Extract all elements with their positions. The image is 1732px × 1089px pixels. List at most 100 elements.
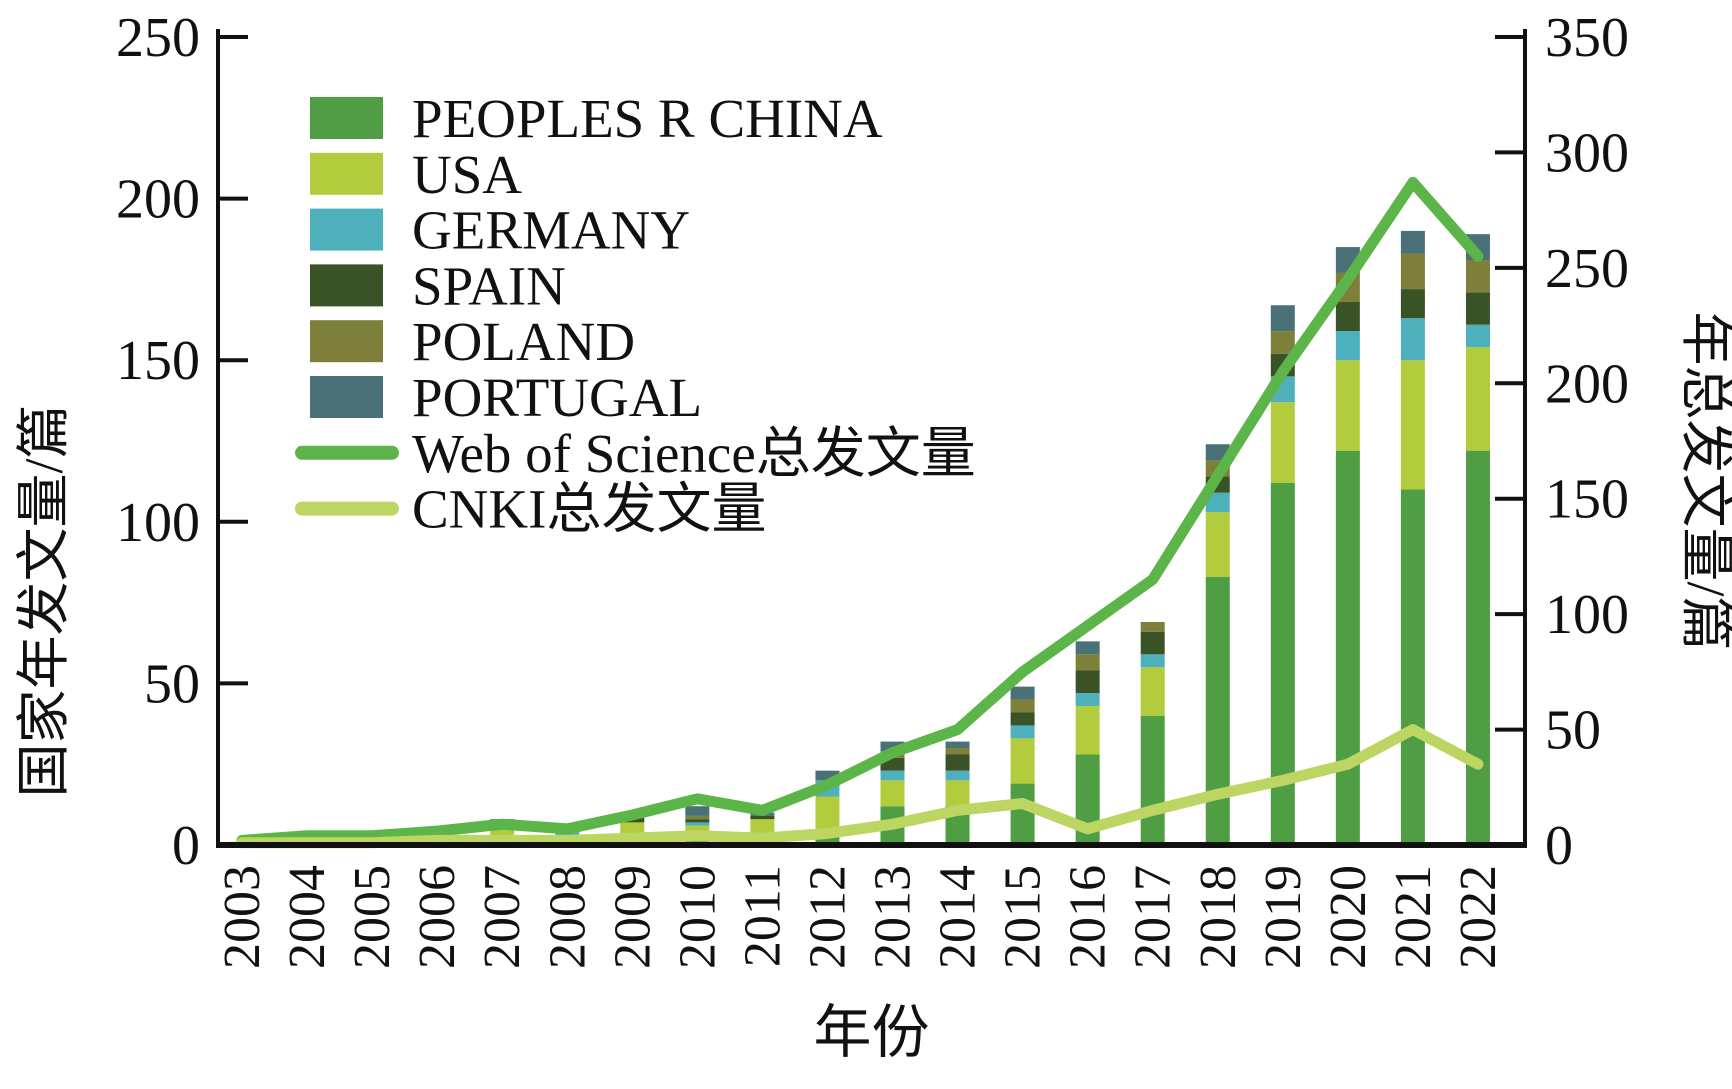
bar-2016-spain (1075, 670, 1100, 694)
bar-2013-portugal (880, 741, 905, 752)
year-label-2008: 2008 (539, 865, 596, 969)
legend-label-germany: GERMANY (412, 200, 690, 261)
left-axis-tick-label-0: 0 (172, 815, 200, 877)
right-axis-tick-label-300: 300 (1545, 122, 1629, 184)
right-axis-tick-label-350: 350 (1545, 7, 1629, 69)
legend-label-cnki: CNKI总发文量 (412, 479, 766, 540)
bar-2019-usa (1270, 402, 1295, 484)
bar-2015-peoples-r-china (1010, 783, 1035, 845)
left-axis-title: 国家年发文量/篇 (14, 404, 74, 797)
right-axis-tick-label-100: 100 (1545, 584, 1629, 646)
right-axis-tick-label-50: 50 (1545, 700, 1601, 762)
x-axis-title: 年份 (813, 1000, 929, 1065)
legend-swatch-portugal (310, 376, 383, 418)
bar-2013-germany (880, 770, 905, 781)
year-label-2011: 2011 (734, 865, 791, 967)
legend-label-peoples-r-china: PEOPLES R CHINA (412, 88, 883, 149)
legend-swatch-usa (310, 152, 383, 195)
legend-label-portugal: PORTUGAL (412, 367, 702, 428)
year-label-2019: 2019 (1255, 865, 1312, 969)
bar-2014-spain (945, 754, 970, 771)
bar-2015-germany (1010, 725, 1035, 739)
left-axis-tick-label-250: 250 (116, 7, 200, 69)
left-axis-tick-label-100: 100 (116, 492, 200, 554)
bar-2019-poland (1270, 331, 1295, 354)
bar-2020-usa (1335, 360, 1360, 451)
year-label-2013: 2013 (865, 865, 922, 969)
bar-2021-peoples-r-china (1400, 489, 1425, 845)
year-label-2005: 2005 (344, 865, 401, 969)
cnki-total-line (236, 724, 1484, 849)
bar-2017-spain (1140, 631, 1165, 655)
bar-2014-usa (945, 780, 970, 807)
bar-2010-portugal (685, 806, 710, 816)
year-label-2009: 2009 (604, 865, 661, 969)
year-label-2003: 2003 (214, 865, 271, 969)
year-label-2021: 2021 (1385, 865, 1442, 969)
left-axis-tick-label-200: 200 (116, 169, 200, 231)
year-label-2018: 2018 (1190, 865, 1247, 969)
year-label-2022: 2022 (1450, 865, 1507, 969)
bar-2022-usa (1465, 347, 1490, 451)
legend-label-usa: USA (412, 144, 522, 205)
bar-2016-poland (1075, 654, 1100, 671)
left-axis-tick-label-150: 150 (116, 330, 200, 392)
bar-2010-germany (685, 822, 710, 826)
bar-2016-usa (1075, 706, 1100, 755)
right-axis-tick-label-250: 250 (1545, 238, 1629, 300)
bar-2015-usa (1010, 738, 1035, 784)
bar-2022-germany (1465, 324, 1490, 348)
right-axis-tick-label-200: 200 (1545, 353, 1629, 415)
left-axis-tick-label-50: 50 (144, 653, 200, 715)
legend-label-wos: Web of Science总发文量 (412, 423, 976, 484)
bar-2017-poland (1140, 621, 1165, 632)
year-label-2016: 2016 (1060, 865, 1117, 969)
bar-2017-peoples-r-china (1140, 715, 1165, 845)
bar-2011-spain (750, 815, 775, 820)
bar-2017-usa (1140, 667, 1165, 716)
bar-2021-spain (1400, 289, 1425, 319)
year-label-2014: 2014 (930, 865, 987, 969)
bar-2018-peoples-r-china (1205, 576, 1230, 845)
bar-2010-spain (685, 819, 710, 823)
legend-swatch-spain (310, 264, 383, 307)
bar-2022-poland (1465, 260, 1490, 293)
bar-2015-portugal (1010, 686, 1035, 700)
bar-2018-usa (1205, 512, 1230, 577)
bar-2016-portugal (1075, 641, 1100, 655)
wos-total-line (236, 176, 1484, 846)
bar-2021-portugal (1400, 230, 1425, 254)
year-label-2007: 2007 (474, 865, 531, 969)
bar-2013-usa (880, 780, 905, 807)
bar-2022-peoples-r-china (1465, 450, 1490, 845)
bar-2014-poland (945, 748, 970, 755)
legend-swatch-poland (310, 320, 383, 363)
right-axis-title: 年总发文量/篇 (1676, 311, 1732, 650)
right-axis-tick-label-0: 0 (1545, 815, 1573, 877)
bar-2020-peoples-r-china (1335, 450, 1360, 845)
bar-2020-spain (1335, 302, 1360, 332)
bar-2012-usa (815, 796, 840, 829)
legend-label-spain: SPAIN (412, 255, 566, 316)
bar-2016-germany (1075, 693, 1100, 707)
year-label-2015: 2015 (995, 865, 1052, 969)
bar-2014-portugal (945, 741, 970, 749)
bar-2019-portugal (1270, 305, 1295, 332)
year-label-2020: 2020 (1320, 865, 1377, 969)
legend-label-poland: POLAND (412, 311, 635, 372)
bar-2020-germany (1335, 331, 1360, 361)
bar-2021-poland (1400, 253, 1425, 290)
bar-2015-poland (1010, 699, 1035, 713)
bar-2012-portugal (815, 770, 840, 781)
legend: PEOPLES R CHINAUSAGERMANYSPAINPOLANDPORT… (295, 88, 976, 540)
legend-swatch-peoples-r-china (310, 97, 383, 139)
bar-2019-peoples-r-china (1270, 483, 1295, 845)
year-label-2010: 2010 (669, 865, 726, 969)
year-label-2006: 2006 (409, 865, 466, 969)
bar-2010-poland (685, 815, 710, 820)
bar-2018-germany (1205, 492, 1230, 513)
legend-swatch-germany (310, 208, 383, 251)
bar-2015-spain (1010, 712, 1035, 726)
